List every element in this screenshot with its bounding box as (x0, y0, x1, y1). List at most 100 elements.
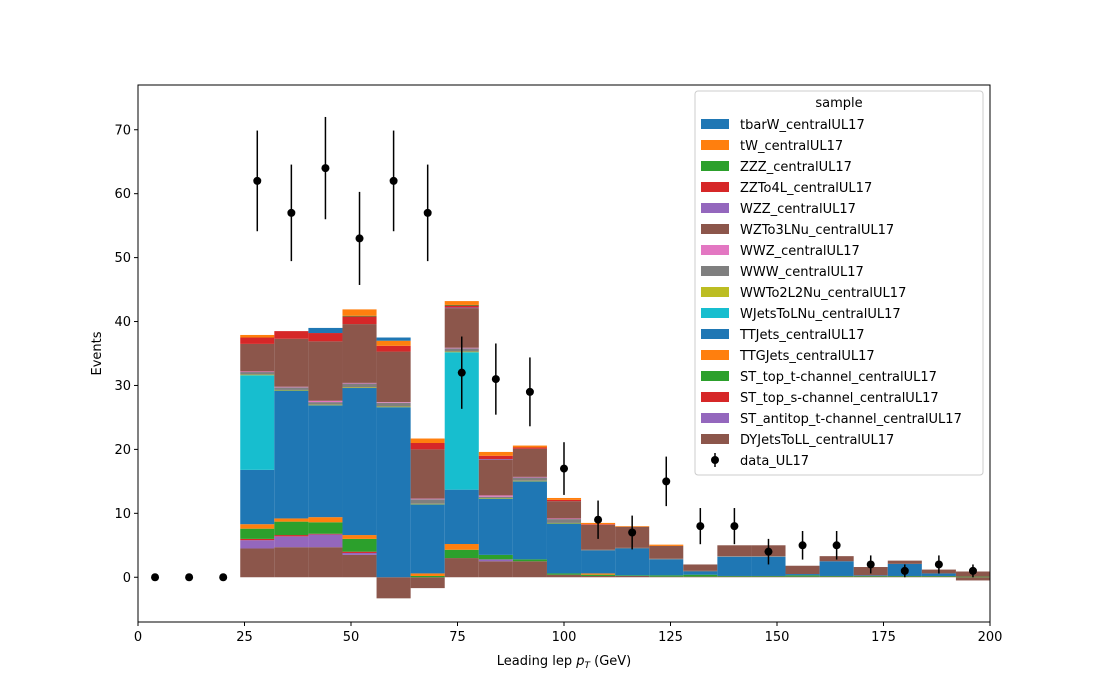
bar-segment (274, 389, 309, 391)
bar-segment (546, 518, 582, 520)
bar-segment (717, 556, 752, 557)
bar-segment (240, 538, 275, 541)
bar-segment (342, 383, 377, 388)
bar-segment (478, 458, 513, 460)
bar-segment (444, 549, 479, 559)
bar-segment (615, 575, 650, 578)
data-point (185, 573, 194, 582)
bar-segment (240, 334, 275, 338)
y-axis-ticks: 0 10 20 30 40 50 60 70 (114, 123, 138, 586)
bar-segment (342, 316, 377, 325)
bar-segment (240, 548, 275, 578)
bar-segment (308, 517, 343, 523)
bar-segment (274, 331, 309, 339)
bar-segment (785, 575, 820, 577)
legend-label: WZTo3LNu_centralUL17 (740, 223, 894, 238)
bar-segment (240, 528, 275, 539)
x-axis-sub: T (584, 661, 591, 671)
bar-segment (581, 574, 616, 576)
bar-segment (649, 559, 684, 576)
bar-segment (785, 574, 820, 576)
bar-segment (751, 575, 786, 577)
bar-segment (376, 337, 411, 341)
bar-segment (410, 499, 445, 504)
data-point (560, 464, 568, 473)
bar-segment (410, 575, 445, 578)
y-tick-label: 40 (114, 315, 131, 330)
x-tick-label: 175 (871, 630, 896, 645)
bar-segment (240, 343, 275, 372)
x-axis-unit: (GeV) (594, 654, 631, 669)
data-point (594, 515, 603, 524)
bar-segment (308, 533, 343, 535)
bar-segment (342, 551, 377, 553)
legend-label: TTJets_centralUL17 (739, 328, 865, 343)
bar-segment (785, 565, 820, 575)
bar-segment (376, 402, 411, 403)
legend-swatch (701, 413, 729, 423)
bar-segment (478, 495, 513, 497)
bar-segment (274, 387, 309, 390)
legend-swatch (701, 266, 729, 276)
bar-segment (444, 304, 479, 306)
bar-segment (342, 324, 377, 383)
bar-segment (546, 499, 582, 502)
bar-segment (308, 547, 343, 578)
bar-segment (785, 576, 820, 578)
legend-label: ZZTo4L_centralUL17 (740, 181, 872, 196)
bar-segment (376, 351, 411, 403)
bar-segment (546, 522, 582, 524)
bar-segment (512, 447, 547, 449)
data-point (321, 164, 330, 173)
bar-segment (410, 504, 445, 574)
bar-segment (274, 547, 309, 578)
bar-segment (308, 327, 343, 334)
data-points (151, 116, 977, 582)
data-point (253, 176, 262, 185)
bar-segment (512, 481, 547, 560)
bar-segment (512, 448, 547, 477)
legend: sample tbarW_centralUL17 tW_centralUL17 ZZ… (694, 90, 984, 476)
bar-segment (308, 522, 343, 534)
x-tick-label: 75 (449, 630, 466, 645)
bar-segment (376, 345, 411, 352)
bar-segment (478, 451, 513, 456)
bar-segment (274, 518, 309, 522)
y-tick-label: 60 (114, 187, 131, 202)
data-point (219, 573, 228, 582)
bar-segment (478, 459, 513, 496)
bar-segment (649, 545, 684, 559)
bar-segment (342, 315, 377, 317)
bar-segment (512, 561, 547, 578)
x-tick-label: 25 (236, 630, 253, 645)
bar-segment (921, 576, 956, 578)
bar-segment (240, 371, 275, 373)
legend-swatch (701, 350, 729, 360)
bar-segment (751, 576, 786, 578)
bar-segment (819, 576, 854, 578)
bar-segment (308, 341, 343, 401)
bar-segment (683, 570, 718, 572)
bar-segment (274, 521, 309, 536)
bar-segment (683, 564, 718, 571)
legend-data-marker (711, 456, 719, 464)
x-tick-label: 150 (765, 630, 790, 645)
legend-label: data_UL17 (740, 454, 809, 469)
legend-label: WZZ_centralUL17 (740, 202, 856, 217)
bar-segment (649, 558, 684, 560)
legend-swatch (701, 392, 729, 402)
bar-segment (649, 544, 684, 546)
legend-box (694, 90, 984, 476)
bar-segment (717, 576, 752, 578)
bar-segment (853, 576, 888, 578)
bar-segment (581, 575, 616, 578)
bar-segment (444, 305, 479, 308)
legend-label: tW_centralUL17 (740, 139, 843, 154)
bar-segment (342, 535, 377, 539)
bar-segment (512, 480, 547, 482)
bar-segment (342, 538, 377, 552)
bar-segment (921, 573, 956, 576)
data-point (491, 375, 500, 384)
bar-segment (819, 561, 854, 576)
bar-segment (921, 575, 956, 577)
